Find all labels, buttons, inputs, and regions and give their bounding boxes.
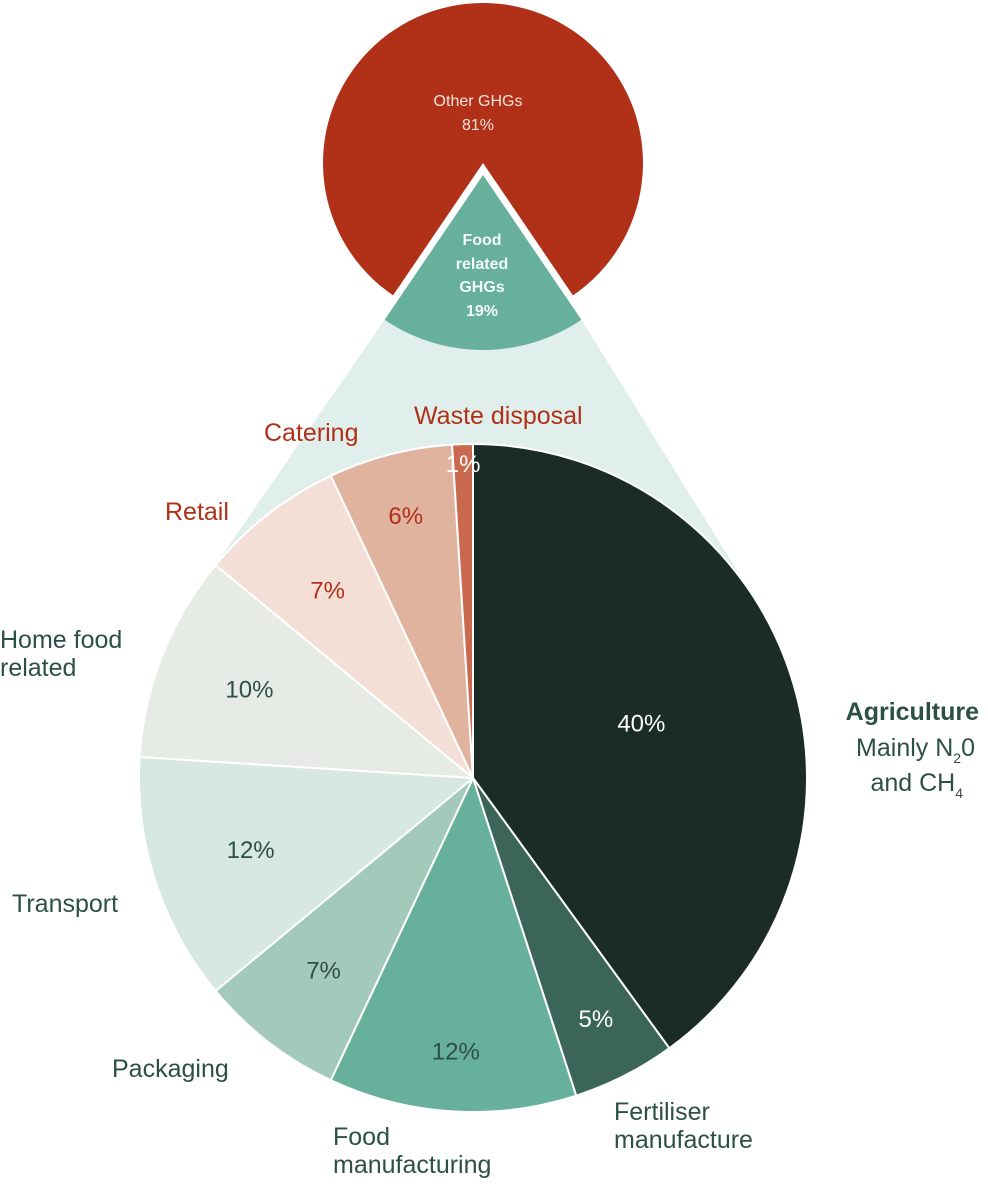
slice-agriculture xyxy=(472,443,808,1050)
label-retail: Retail xyxy=(165,498,229,526)
label-packaging: Packaging xyxy=(112,1055,229,1083)
label-food-manufacturing: manufacturing xyxy=(333,1151,491,1179)
slice-food-manufacturing xyxy=(329,777,578,1113)
label-waste-disposal: Waste disposal xyxy=(414,402,583,430)
pct-home-food-related: 10% xyxy=(225,676,273,703)
pct-packaging: 7% xyxy=(306,958,341,985)
label-food-manufacturing: Food xyxy=(333,1123,390,1151)
slice-other-ghgs xyxy=(323,2,643,296)
slice-packaging xyxy=(214,777,474,1082)
connector-band xyxy=(183,319,763,611)
pct-food-related-ghgs: 19% xyxy=(466,303,498,320)
pct-other-ghgs: 81% xyxy=(462,117,494,134)
pct-waste-disposal: 1% xyxy=(446,451,481,478)
label-fertiliser-manufacture: manufacture xyxy=(614,1126,753,1154)
pct-food-manufacturing: 12% xyxy=(432,1038,480,1065)
slice-catering xyxy=(329,443,474,779)
pct-catering: 6% xyxy=(388,503,423,530)
label-food-related-ghgs-line: related xyxy=(456,256,508,273)
slice-home-food-related xyxy=(138,564,474,779)
sublabel-agriculture-line2: and CH4 xyxy=(870,769,963,801)
label-agriculture: Agriculture xyxy=(846,698,979,726)
label-home-food-related: Home food xyxy=(0,626,122,654)
pct-retail: 7% xyxy=(310,578,345,605)
slice-food-related-ghgs xyxy=(384,175,582,351)
slice-transport xyxy=(138,756,474,992)
slice-retail xyxy=(214,474,474,779)
label-other-ghgs: Other GHGs xyxy=(434,93,523,110)
slice-waste-disposal xyxy=(451,443,474,779)
label-fertiliser-manufacture: Fertiliser xyxy=(614,1098,710,1126)
pct-agriculture: 40% xyxy=(617,710,665,737)
pct-transport: 12% xyxy=(227,837,275,864)
label-transport: Transport xyxy=(12,890,118,918)
label-food-related-ghgs-line: GHGs xyxy=(459,279,504,296)
label-food-related-ghgs-line: Food xyxy=(462,232,501,249)
sublabel-agriculture-line1: Mainly N20 xyxy=(856,734,975,766)
label-home-food-related: related xyxy=(0,654,76,682)
pct-fertiliser-manufacture: 5% xyxy=(578,1006,613,1033)
label-catering: Catering xyxy=(264,419,359,447)
